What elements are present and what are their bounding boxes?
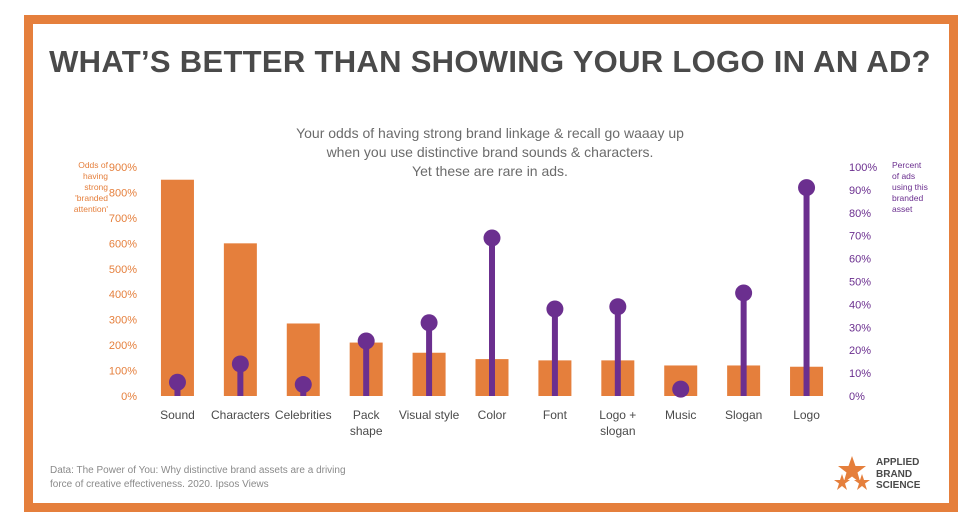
- right-tick-label: 100%: [849, 162, 877, 174]
- category-label: Visual style: [399, 408, 460, 422]
- category-label-line: Characters: [211, 408, 270, 422]
- left-tick-label: 100%: [109, 366, 137, 378]
- logo-text-line: APPLIED: [876, 457, 920, 468]
- left-tick-label: 300%: [109, 315, 137, 327]
- lollipop-point: [294, 376, 312, 394]
- category-label-line: Pack: [353, 408, 381, 422]
- right-axis-title: Percent of ads using this branded asset: [892, 160, 952, 215]
- left-tick-label: 600%: [109, 238, 137, 250]
- logo-text-line: BRAND: [876, 468, 913, 480]
- right-axis-title-line: using this: [892, 182, 928, 192]
- category-label: Slogan: [725, 408, 762, 422]
- right-axis-title-line: branded: [892, 193, 924, 203]
- right-tick-label: 70%: [849, 231, 871, 243]
- logo-text: APPLIED BRAND SCIENCE: [876, 457, 920, 492]
- lollipop-point: [546, 300, 564, 318]
- left-axis-title-line: attention': [73, 204, 108, 214]
- right-axis-title-line: asset: [892, 204, 913, 214]
- lollipop-point: [735, 284, 753, 302]
- subtitle-line: Yet these are rare in ads.: [412, 163, 568, 179]
- left-tick-label: 0%: [121, 391, 137, 403]
- category-label-line: Sound: [160, 408, 195, 422]
- right-tick-label: 0%: [849, 391, 865, 403]
- category-label-line: shape: [350, 424, 383, 438]
- right-tick-label: 30%: [849, 322, 871, 334]
- lollipop-point: [357, 332, 375, 350]
- left-axis-title-line: strong: [84, 182, 108, 192]
- brand-logo: APPLIED BRAND SCIENCE: [832, 454, 952, 494]
- left-axis-title-line: having: [82, 171, 108, 181]
- category-label-line: Logo: [793, 408, 820, 422]
- category-label-line: Slogan: [725, 408, 762, 422]
- right-axis-title-line: Percent: [892, 160, 922, 170]
- lollipop-stem: [614, 306, 621, 396]
- category-label: Logo: [793, 408, 820, 422]
- category-label-line: Font: [543, 408, 568, 422]
- lollipop-point: [672, 380, 690, 398]
- lollipop-stem: [363, 341, 370, 396]
- category-label-line: Logo +: [599, 408, 636, 422]
- right-tick-label: 40%: [849, 299, 871, 311]
- lollipop-stem: [489, 237, 495, 396]
- category-label: Logo + slogan: [599, 408, 636, 438]
- category-label: Music: [665, 408, 696, 422]
- chart-title: WHAT’S BETTER THAN SHOWING YOUR LOGO IN …: [49, 44, 931, 79]
- lollipop-point: [609, 298, 627, 316]
- lollipop-point: [483, 229, 501, 247]
- category-label-line: slogan: [600, 424, 635, 438]
- category-label-line: Visual style: [399, 408, 460, 422]
- lollipop-stem: [237, 363, 244, 396]
- right-tick-label: 10%: [849, 368, 871, 380]
- lollipop-stem: [551, 308, 558, 396]
- left-tick-label: 700%: [109, 213, 137, 225]
- logo-text-line: SCIENCE: [876, 480, 921, 491]
- left-tick-label: 500%: [109, 264, 137, 276]
- category-label-line: Music: [665, 408, 696, 422]
- category-label-line: Celebrities: [275, 408, 332, 422]
- right-tick-label: 50%: [849, 277, 871, 289]
- lollipop-stem: [426, 322, 433, 396]
- left-tick-label: 900%: [109, 162, 137, 174]
- right-tick-label: 90%: [849, 185, 871, 197]
- category-label: Pack shape: [350, 408, 383, 438]
- lollipop-point: [420, 314, 438, 332]
- subtitle-line: when you use distinctive brand sounds & …: [326, 144, 654, 160]
- category-label-line: Color: [478, 408, 507, 422]
- right-tick-label: 80%: [849, 208, 871, 220]
- left-axis-title: Odds of having strong 'branded attention…: [60, 160, 108, 215]
- left-axis-title-line: Odds of: [78, 160, 108, 170]
- left-axis-title-line: 'branded: [75, 193, 108, 203]
- star-cluster-icon: [834, 456, 870, 490]
- lollipop-point: [798, 179, 816, 197]
- chart-subtitle: Your odds of having strong brand linkage…: [240, 124, 740, 181]
- right-tick-label: 60%: [849, 254, 871, 266]
- lollipop-point: [231, 355, 249, 373]
- right-tick-label: 20%: [849, 345, 871, 357]
- left-tick-label: 400%: [109, 289, 137, 301]
- lollipop-stem: [803, 187, 810, 396]
- category-label: Color: [478, 408, 507, 422]
- left-tick-label: 200%: [109, 340, 137, 352]
- category-label: Font: [543, 408, 568, 422]
- category-label: Celebrities: [275, 408, 332, 422]
- subtitle-line: Your odds of having strong brand linkage…: [296, 125, 684, 141]
- bar: [160, 179, 194, 396]
- left-tick-label: 800%: [109, 187, 137, 199]
- category-label: Sound: [160, 408, 195, 422]
- right-axis-title-line: of ads: [892, 171, 916, 181]
- category-label: Characters: [211, 408, 270, 422]
- lollipop-stem: [740, 292, 747, 396]
- lollipop-point: [168, 373, 186, 391]
- source-note: Data: The Power of You: Why distinctive …: [50, 465, 346, 490]
